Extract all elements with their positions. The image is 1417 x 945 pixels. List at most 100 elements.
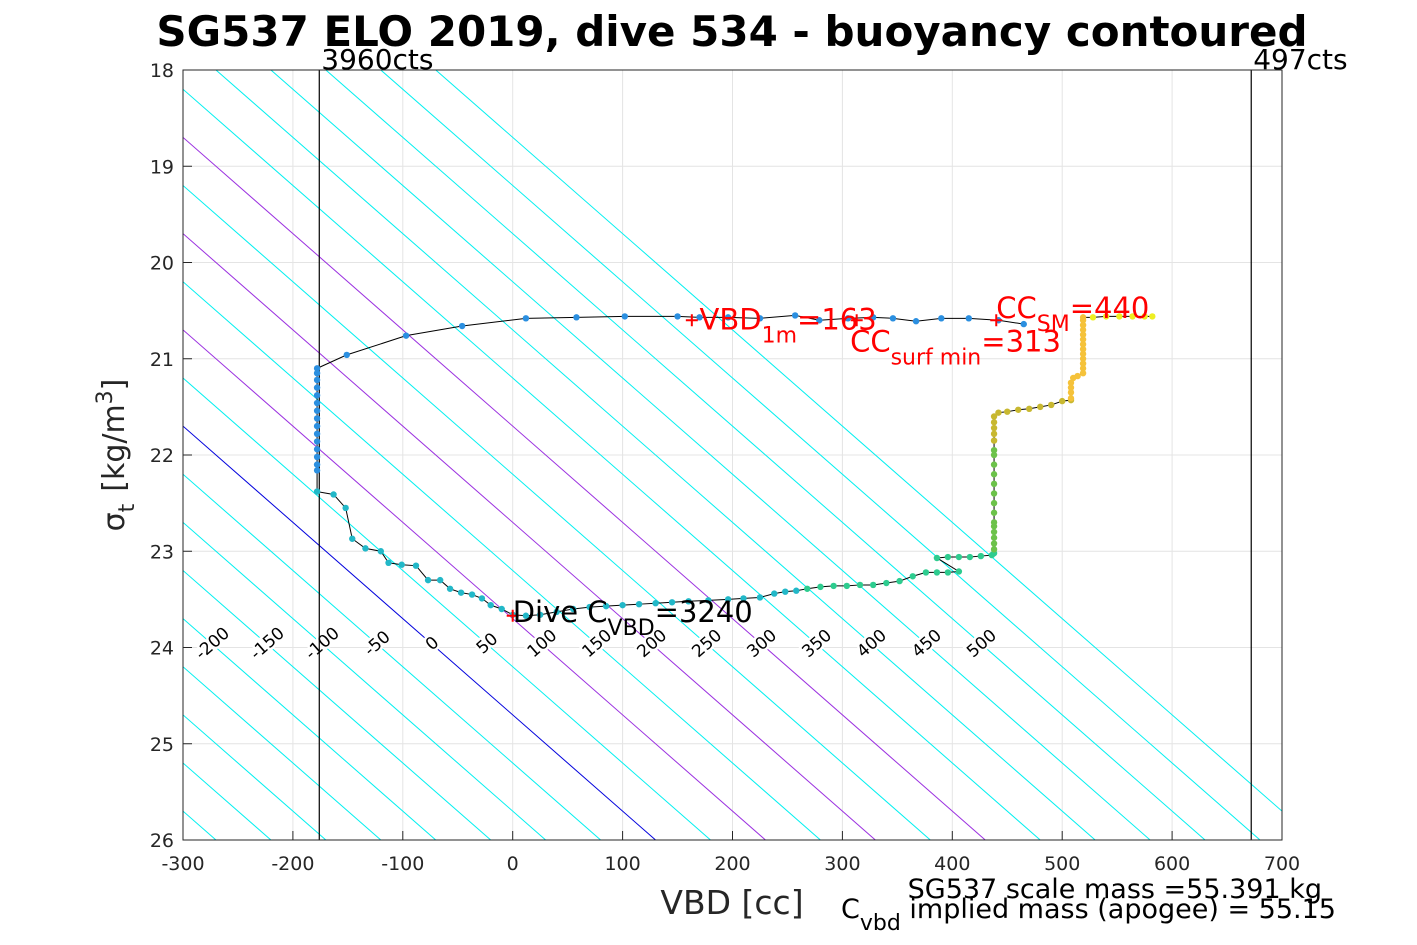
y-axis-unit-exponent: 3: [93, 390, 118, 404]
data-point: [990, 480, 998, 488]
buoyancy-contour-line: [380, 70, 1261, 840]
data-point: [990, 413, 998, 420]
buoyancy-contours: [0, 70, 1282, 840]
data-point: [487, 601, 494, 609]
data-point: [1079, 350, 1087, 358]
data-point: [674, 313, 681, 320]
data-point: [922, 569, 930, 576]
data-point: [377, 548, 385, 555]
key-markers: [506, 314, 1003, 622]
x-tick-label: 100: [604, 853, 640, 875]
data-point: [1067, 379, 1075, 387]
data-point: [1074, 372, 1081, 380]
data-point: [889, 315, 897, 322]
implied-mass-value: implied mass (apogee) = 55.15: [901, 894, 1336, 925]
data-point: [1079, 321, 1087, 329]
annotation-subscript: surf min: [891, 346, 982, 371]
data-point: [966, 553, 974, 561]
data-point: [313, 430, 321, 438]
data-point: [1004, 408, 1011, 415]
y-tick-label: 26: [150, 830, 174, 852]
data-point: [1079, 331, 1087, 338]
annotation-main: CC: [850, 325, 891, 359]
data-point: [498, 605, 505, 613]
y-tick-label: 21: [150, 349, 174, 371]
buoyancy-contour-line: [183, 569, 492, 840]
annotation-subscript: 1m: [762, 323, 797, 348]
buoyancy-contour-line: [183, 136, 986, 840]
y-tick-label: 24: [150, 638, 174, 660]
y-tick-label: 19: [150, 156, 174, 178]
annotation: Dive CVBD=3240: [513, 595, 753, 641]
data-point: [553, 608, 560, 616]
data-point: [1149, 313, 1156, 320]
data-point: [965, 315, 972, 322]
data-point: [756, 315, 764, 322]
data-point: [313, 461, 321, 468]
data-point: [990, 424, 998, 432]
data-point: [313, 422, 321, 430]
y-axis-unit: [kg/m: [97, 404, 132, 491]
annotation-value: =3240: [655, 595, 753, 629]
y-tick-label: 18: [150, 60, 174, 82]
data-point: [933, 554, 941, 562]
buoyancy-contour-line: [183, 232, 876, 840]
data-point: [635, 600, 643, 608]
data-point: [944, 553, 952, 561]
data-point: [1079, 369, 1087, 377]
annotation-value: =440: [1070, 291, 1150, 325]
data-point: [933, 569, 941, 576]
data-point: [1141, 313, 1148, 320]
data-point: [313, 399, 321, 407]
data-point: [817, 583, 824, 591]
buoyancy-contour-line: [183, 425, 656, 840]
data-point: [990, 519, 998, 526]
data-point: [740, 595, 747, 602]
x-tick-label: -300: [161, 853, 204, 875]
data-point: [362, 545, 369, 552]
data-point: [1116, 313, 1123, 320]
data-point: [869, 581, 877, 589]
annotation-main: CC: [996, 291, 1037, 325]
annotation-subscript: VBD: [608, 616, 655, 641]
data-point: [313, 415, 321, 422]
data-point: [402, 332, 410, 339]
data-point: [522, 315, 530, 322]
data-point: [1037, 403, 1044, 411]
data-point: [990, 546, 998, 553]
data-point: [1079, 365, 1087, 372]
data-point: [1079, 314, 1087, 321]
x-tick-label: -200: [271, 853, 314, 875]
x-tick-label: 200: [714, 853, 750, 875]
data-point: [1089, 314, 1097, 321]
implied-mass-subscript: vbd: [860, 911, 901, 936]
data-point: [1079, 336, 1087, 343]
data-point: [1059, 397, 1066, 405]
data-point: [412, 562, 420, 569]
y-tick-label: 20: [150, 253, 174, 275]
data-point: [883, 579, 890, 587]
annotation-value: =163: [797, 302, 877, 336]
data-point: [995, 409, 1002, 416]
y-axis-unit-close: ]: [97, 379, 132, 391]
data-point: [896, 577, 903, 585]
x-tick-label: 0: [507, 853, 519, 875]
scale-mass-note: SG537 scale mass =55.391 kg: [908, 874, 1322, 905]
buoyancy-contour-line: [0, 70, 51, 840]
data-point: [955, 568, 963, 575]
data-point: [313, 467, 321, 474]
data-point: [844, 315, 852, 322]
data-point: [1079, 360, 1087, 367]
x-tick-labels: -300 -200 -100 0 100 200 300 400 500 600 700: [161, 831, 1300, 875]
data-point: [990, 451, 998, 459]
data-point: [724, 314, 732, 321]
data-point: [313, 438, 321, 445]
data-point: [843, 582, 850, 590]
data-point: [705, 597, 712, 604]
buoyancy-contour-line: [325, 70, 1206, 840]
buoyancy-contour-line: [435, 70, 1282, 812]
data-point: [330, 491, 337, 498]
data-point: [990, 437, 998, 444]
data-point: [602, 602, 610, 610]
